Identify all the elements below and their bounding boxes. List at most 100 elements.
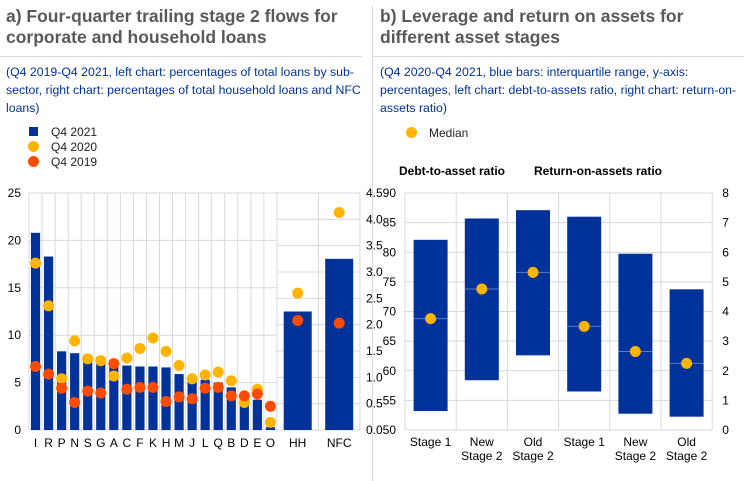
panel-b-title: b) Leverage and return on assets for dif… xyxy=(380,6,684,47)
dot-q4-2020 xyxy=(264,416,276,428)
legend-swatch-circle xyxy=(28,141,39,152)
dot-q4-2020 xyxy=(134,342,146,354)
y-tick-label-left: 5 xyxy=(14,376,21,390)
bar-q4-2021 xyxy=(200,379,210,430)
iqr-bar xyxy=(516,210,550,356)
x-tick-label: P xyxy=(58,436,66,450)
x-tick-label: O xyxy=(266,436,275,450)
dot-q4-2019 xyxy=(95,387,107,399)
y-tick-label-left: 25 xyxy=(8,186,22,200)
dot-q4-2019 xyxy=(251,388,263,400)
legend-swatch-square xyxy=(29,127,38,136)
x-tick-label: K xyxy=(149,436,157,450)
bar-q4-2021 xyxy=(43,256,54,430)
dot-q4-2020 xyxy=(43,300,55,312)
y-tick-label-right: 6 xyxy=(722,245,729,259)
dot-q4-2019 xyxy=(147,381,159,393)
x-tick-label: G xyxy=(96,436,105,450)
y-tick-label-right: 7 xyxy=(722,216,729,230)
median-dot xyxy=(425,313,437,325)
dot-q4-2019 xyxy=(69,397,81,409)
bar-q4-2021 xyxy=(122,365,132,430)
y-tick-label-left: 60 xyxy=(383,364,397,378)
bar-q4-2021 xyxy=(226,387,236,430)
dot-q4-2019 xyxy=(199,382,211,394)
legend-label: Median xyxy=(429,125,469,140)
bar-q4-2021 xyxy=(135,366,145,430)
dot-q4-2020 xyxy=(186,373,198,385)
y-tick-label-left: 55 xyxy=(383,393,397,407)
y-tick-label-right: 0 xyxy=(722,423,729,437)
y-tick-label-left: 0 xyxy=(14,423,21,437)
x-tick-label: Old xyxy=(677,435,696,449)
x-tick-label: Stage 2 xyxy=(666,449,708,463)
x-tick-label: Old xyxy=(524,435,543,449)
x-tick-label: Stage 1 xyxy=(564,435,606,449)
legend-swatch-circle xyxy=(28,156,39,167)
x-tick-label: NFC xyxy=(327,436,352,450)
dot-q4-2019 xyxy=(212,381,224,393)
dot-q4-2020 xyxy=(225,375,237,387)
bar-q4-2021 xyxy=(148,366,158,430)
y-tick-label-right: 5 xyxy=(722,275,729,289)
median-dot xyxy=(476,283,488,295)
x-tick-label: N xyxy=(70,436,79,450)
x-tick-label: New xyxy=(623,435,647,449)
y-tick-label-left: 90 xyxy=(383,186,397,200)
bar-q4-2021 xyxy=(109,359,119,430)
subchart-title-debt: Debt-to-asset ratio xyxy=(399,164,505,178)
dot-q4-2019 xyxy=(43,368,55,380)
iqr-bar xyxy=(669,289,704,417)
dot-q4-2020 xyxy=(147,332,159,344)
y-tick-label-left: 70 xyxy=(383,305,397,319)
dot-q4-2019 xyxy=(186,393,198,405)
x-tick-label: New xyxy=(470,435,494,449)
bar-q4-2021 xyxy=(239,395,249,430)
dot-q4-2020 xyxy=(160,345,172,357)
legend-item-q4-2020: Q4 2020 xyxy=(28,139,97,154)
median-dot xyxy=(578,320,590,332)
panel-b-legend: Median xyxy=(406,125,469,140)
bar-q4-2021 xyxy=(70,353,80,430)
median-dot xyxy=(527,266,539,278)
y-tick-label-left: 20 xyxy=(8,233,22,247)
dot-q4-2020 xyxy=(30,257,42,269)
x-tick-label: Stage 2 xyxy=(512,449,554,463)
bar-q4-2021 xyxy=(265,427,276,430)
y-tick-label-right: 4.5 xyxy=(366,186,383,200)
legend-label: Q4 2021 xyxy=(51,124,98,139)
x-tick-label: Stage 1 xyxy=(410,435,452,449)
x-tick-label: A xyxy=(110,436,118,450)
dot-q4-2019 xyxy=(173,391,185,403)
x-tick-label: C xyxy=(123,436,132,450)
x-tick-label: E xyxy=(253,436,261,450)
y-tick-label-right: 2.5 xyxy=(366,291,383,305)
bar-q4-2021 xyxy=(252,399,262,430)
dot-q4-2019 xyxy=(160,396,172,408)
y-tick-label-right: 0.5 xyxy=(366,397,383,411)
dot-q4-2020 xyxy=(82,353,94,365)
y-tick-label-right: 0.0 xyxy=(366,423,383,437)
dot-q4-2020 xyxy=(108,370,120,382)
iqr-bar xyxy=(567,216,602,392)
y-tick-label-left: 85 xyxy=(383,216,397,230)
dot-q4-2020 xyxy=(121,352,133,364)
bar-q4-2021 xyxy=(213,382,223,430)
y-tick-label-left: 65 xyxy=(383,334,397,348)
dot-q4-2019 xyxy=(82,385,94,397)
bar-q4-2021 xyxy=(30,232,41,430)
legend-item-q4-2019: Q4 2019 xyxy=(28,154,98,169)
y-tick-label-right: 2.0 xyxy=(366,318,383,332)
y-tick-label-left: 50 xyxy=(383,423,397,437)
dot-q4-2020 xyxy=(212,366,224,378)
dot-q4-2020 xyxy=(95,355,107,367)
dot-q4-2019 xyxy=(225,390,237,402)
panel-a-title: a) Four-quarter trailing stage 2 flows f… xyxy=(6,6,338,47)
x-tick-label: B xyxy=(227,436,235,450)
x-tick-label: F xyxy=(136,436,143,450)
dot-q4-2019 xyxy=(56,382,68,394)
y-tick-label-right: 1.5 xyxy=(366,344,383,358)
legend-label: Q4 2019 xyxy=(51,154,98,169)
y-tick-label-right: 3 xyxy=(722,334,729,348)
